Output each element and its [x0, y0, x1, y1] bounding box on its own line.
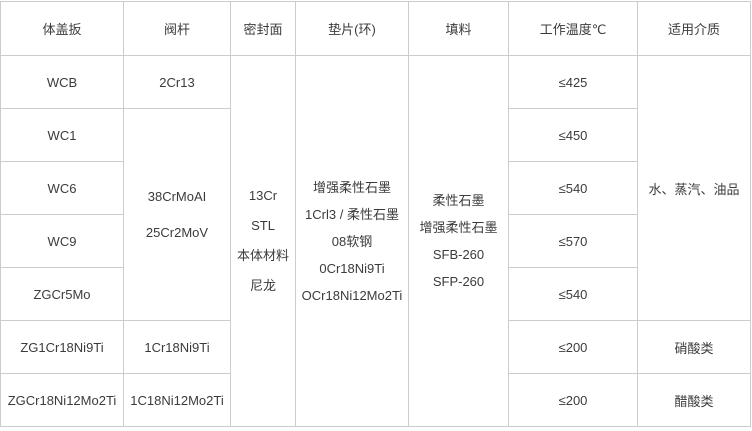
- table-row: WC1 38CrMoAI 25Cr2MoV ≤450: [0, 108, 751, 321]
- cell-packing-merged: 柔性石墨 增强柔性石墨 SFB-260 SFP-260: [408, 55, 509, 427]
- header-sealing-face: 密封面: [230, 1, 296, 56]
- table-row: ZG1Cr18Ni9Ti 1Cr18Ni9Ti ≤200 硝酸类: [0, 320, 751, 374]
- cell-body-cover-wc9: WC9: [0, 214, 124, 268]
- table-row: ZGCr18Ni12Mo2Ti 1C18Ni12Mo2Ti ≤200 醋酸类: [0, 373, 751, 427]
- cell-media-acetic: 醋酸类: [637, 373, 751, 427]
- cell-body-cover-zgcr5mo: ZGCr5Mo: [0, 267, 124, 321]
- cell-temp-wc1: ≤450: [508, 108, 638, 162]
- table-row: WC6 ≤540: [0, 161, 751, 215]
- header-body-cover: 体盖扳: [0, 1, 124, 56]
- cell-temp-zgcr18ni12mo2ti: ≤200: [508, 373, 638, 427]
- table-row: ZGCr5Mo ≤540: [0, 267, 751, 321]
- cell-media-nitric: 硝酸类: [637, 320, 751, 374]
- cell-temp-wc6: ≤540: [508, 161, 638, 215]
- cell-body-cover-wcb: WCB: [0, 55, 124, 109]
- cell-stem-wcb: 2Cr13: [123, 55, 231, 109]
- cell-temp-wc9: ≤570: [508, 214, 638, 268]
- header-gasket: 垫片(环): [295, 1, 409, 56]
- cell-body-cover-wc6: WC6: [0, 161, 124, 215]
- cell-temp-zgcr5mo: ≤540: [508, 267, 638, 321]
- cell-stem-zg1cr18ni9ti: 1Cr18Ni9Ti: [123, 320, 231, 374]
- cell-gasket-merged: 增强柔性石墨 1Crl3 / 柔性石墨 08软钢 0Cr18Ni9Ti OCr1…: [295, 55, 409, 427]
- cell-stem-merged: 38CrMoAI 25Cr2MoV: [123, 108, 231, 321]
- cell-stem-zgcr18ni12mo2ti: 1C18Ni12Mo2Ti: [123, 373, 231, 427]
- header-packing: 填料: [408, 1, 509, 56]
- cell-body-cover-zg1cr18ni9ti: ZG1Cr18Ni9Ti: [0, 320, 124, 374]
- table-row: WCB 2Cr13 13Cr STL 本体材料 尼龙 增强柔性石墨 1Crl3 …: [0, 55, 751, 427]
- header-media: 适用介质: [637, 1, 751, 56]
- cell-temp-wcb: ≤425: [508, 55, 638, 109]
- header-stem: 阀杆: [123, 1, 231, 56]
- header-working-temp: 工作温度℃: [508, 1, 638, 56]
- cell-sealing-face-merged: 13Cr STL 本体材料 尼龙: [230, 55, 296, 427]
- cell-media-merged: 水、蒸汽、油品: [637, 55, 751, 321]
- cell-body-cover-wc1: WC1: [0, 108, 124, 162]
- header-row: 体盖扳 阀杆 密封面 垫片(环) 填料 工作温度℃ 适用介质: [0, 1, 751, 56]
- cell-body-cover-zgcr18ni12mo2ti: ZGCr18Ni12Mo2Ti: [0, 373, 124, 427]
- cell-temp-zg1cr18ni9ti: ≤200: [508, 320, 638, 374]
